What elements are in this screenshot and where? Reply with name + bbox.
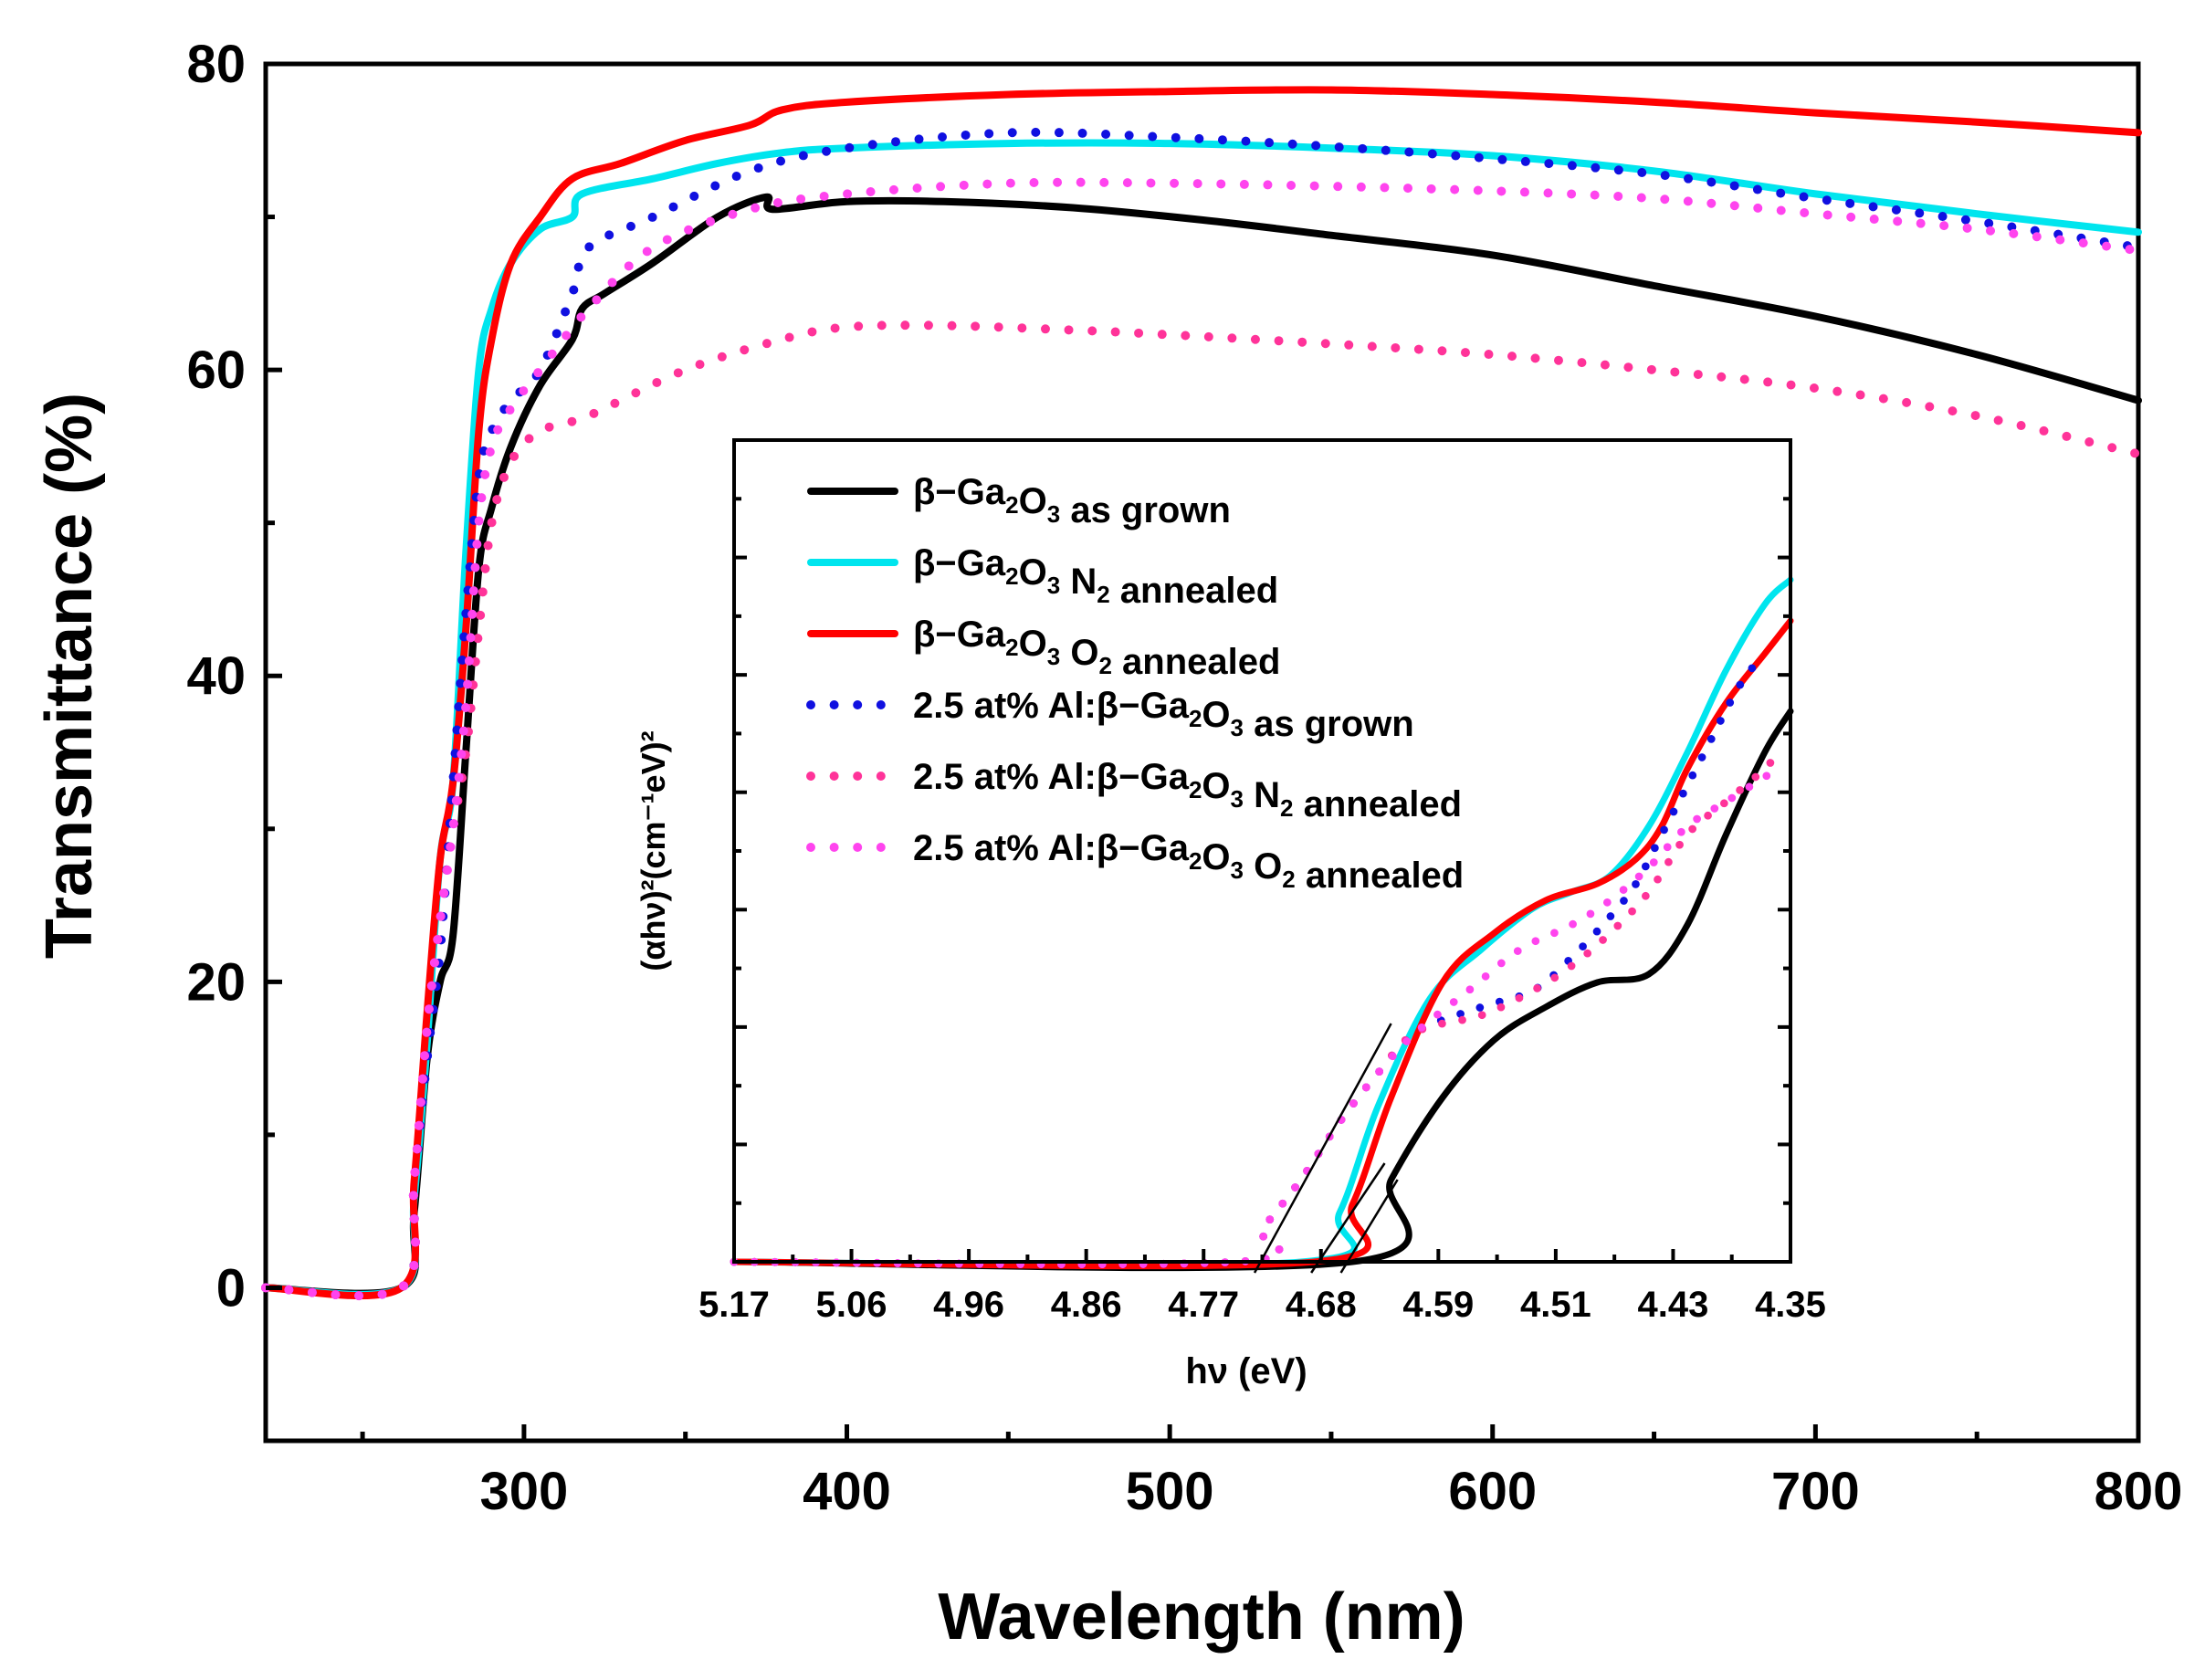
inset-x-tick-label: 5.17 — [698, 1285, 770, 1325]
inset-plot: 5.17 5.06 4.96 4.86 4.77 4.68 4.59 4.51 4.43 4.35… — [635, 438, 1826, 1391]
main-y-tick-label: 40 — [186, 646, 246, 706]
main-series-line-6 — [261, 177, 2143, 1301]
inset-y-axis-title: (αhν)²(cm⁻¹eV)² — [635, 730, 672, 971]
main-series-line-1 — [262, 193, 2142, 1297]
inset-x-tick-label: 4.35 — [1755, 1285, 1826, 1325]
legend-label: β−Ga2O3 O2 annealed — [913, 614, 1280, 682]
main-x-tick-label: 700 — [1771, 1462, 1860, 1521]
tangent-line — [1339, 1179, 1399, 1274]
inset-x-tick-label: 4.77 — [1168, 1285, 1239, 1325]
main-x-tick-label: 300 — [480, 1462, 569, 1521]
inset-x-tick-label: 4.43 — [1638, 1285, 1709, 1325]
tangent-line — [1310, 1162, 1386, 1274]
main-x-tick-label: 500 — [1126, 1462, 1214, 1521]
main-x-tick-label: 400 — [803, 1462, 891, 1521]
legend-label: 2.5 at% Al:β−Ga2O3 O2 annealed — [913, 828, 1464, 896]
legend-label: β−Ga2O3 N2 annealed — [913, 543, 1278, 611]
inset-x-tick-label: 4.86 — [1051, 1285, 1122, 1325]
main-series-group — [261, 86, 2143, 1301]
main-x-tick-label: 800 — [2095, 1462, 2183, 1521]
main-y-tick-label: 0 — [216, 1258, 246, 1318]
main-y-tick-label: 20 — [186, 952, 246, 1012]
inset-x-tick-label: 5.06 — [816, 1285, 887, 1325]
legend-label: 2.5 at% Al:β−Ga2O3 N2 annealed — [913, 757, 1462, 824]
main-y-tick-label: 60 — [186, 341, 246, 400]
inset-series-line-6 — [730, 764, 1782, 1269]
legend-label: 2.5 at% Al:β−Ga2O3 as grown — [913, 686, 1414, 744]
main-ticks-group: 300 400 500 600 700 800 0 20 40 60 80 — [186, 35, 2182, 1521]
inset-x-tick-label: 4.96 — [933, 1285, 1004, 1325]
inset-x-tick-label: 4.51 — [1520, 1285, 1591, 1325]
inset-x-tick-label: 4.59 — [1402, 1285, 1474, 1325]
legend: β−Ga2O3 as grown β−Ga2O3 N2 annealedβ−Ga2… — [806, 472, 1464, 896]
main-y-axis-title: Transmittance (%) — [33, 393, 106, 959]
tangent-line — [1253, 1023, 1392, 1274]
legend-label: β−Ga2O3 as grown — [913, 472, 1231, 530]
main-series-line-3 — [262, 86, 2142, 1300]
inset-ticks-group: 5.17 5.06 4.96 4.86 4.77 4.68 4.59 4.51 4.43 4.35 — [698, 497, 1826, 1325]
main-x-axis-title: Wavelength (nm) — [938, 1580, 1465, 1654]
main-x-tick-label: 600 — [1448, 1462, 1537, 1521]
inset-tangent-lines — [1253, 1023, 1399, 1274]
inset-x-axis-title: hν (eV) — [1185, 1351, 1307, 1391]
main-y-tick-label: 80 — [186, 35, 246, 94]
main-plot-frame — [263, 61, 2141, 1444]
main-series-line-4 — [261, 127, 2143, 1301]
inset-x-tick-label: 4.68 — [1286, 1285, 1357, 1325]
inset-background — [734, 440, 1790, 1262]
main-plot: 300 400 500 600 700 800 0 20 40 60 80 Wavelength (… — [33, 35, 2182, 1654]
